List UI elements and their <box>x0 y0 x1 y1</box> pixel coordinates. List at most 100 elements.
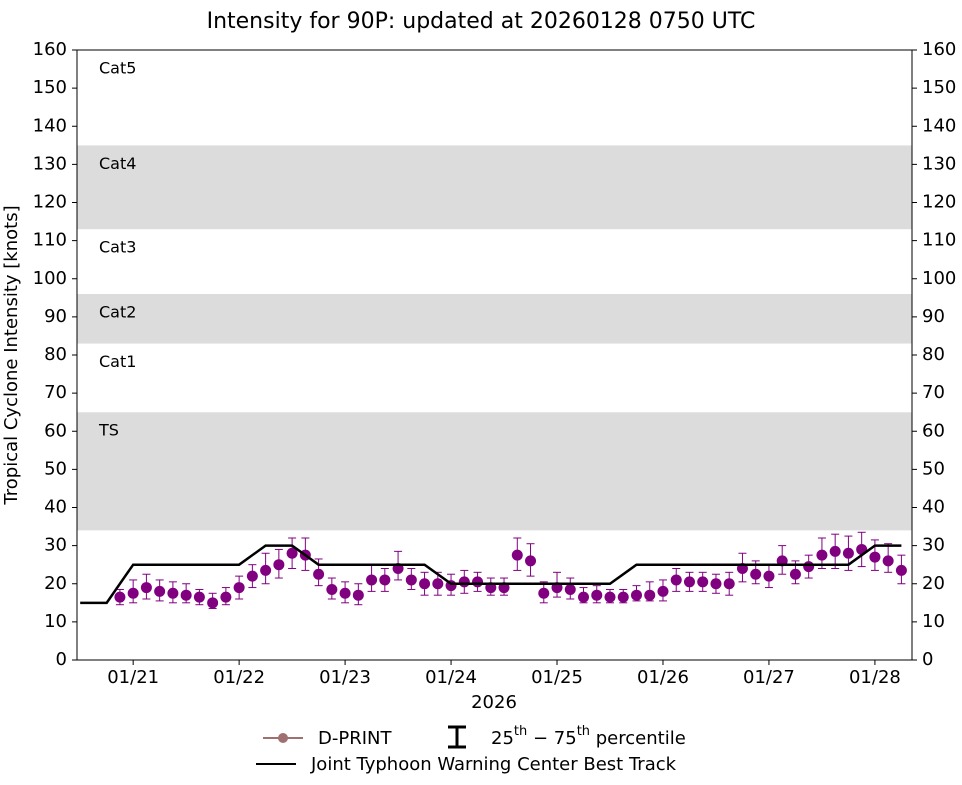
dprint-point <box>538 587 550 599</box>
intensity-band <box>77 50 912 146</box>
dprint-point <box>127 587 139 599</box>
dprint-point <box>405 574 417 586</box>
y2-tick-label: 150 <box>922 77 956 98</box>
dprint-point <box>644 589 656 601</box>
dprint-point <box>882 555 894 567</box>
band-label: Cat2 <box>99 303 136 322</box>
intensity-band <box>77 343 912 413</box>
dprint-point <box>140 582 152 594</box>
band-label: TS <box>98 421 119 440</box>
legend-percentile-part: − 75 <box>527 728 576 749</box>
legend-dprint-label: D-PRINT <box>318 728 392 749</box>
dprint-point <box>379 574 391 586</box>
dprint-point <box>352 589 364 601</box>
legend-percentile-label: 25th − 75th percentile <box>491 724 686 749</box>
y2-tick-label: 140 <box>922 115 956 136</box>
dprint-point <box>154 585 166 597</box>
y2-tick-label: 0 <box>922 649 933 670</box>
x-tick-label: 01/21 <box>107 667 159 688</box>
dprint-point <box>723 578 735 590</box>
y-axis-label: Tropical Cyclone Intensity [knots] <box>1 205 22 505</box>
y2-tick-label: 80 <box>922 344 945 365</box>
x-tick-label: 01/24 <box>425 667 477 688</box>
y-tick-label: 100 <box>33 268 67 289</box>
y-tick-label: 40 <box>44 497 67 518</box>
y2-tick-label: 40 <box>922 497 945 518</box>
band-label: Cat4 <box>99 154 136 173</box>
x-tick-label: 01/27 <box>743 667 795 688</box>
y-tick-label: 0 <box>56 649 67 670</box>
y-tick-label: 60 <box>44 420 67 441</box>
dprint-point <box>246 570 258 582</box>
dprint-point <box>697 576 709 588</box>
dprint-point <box>670 574 682 586</box>
legend-percentile-part: 25 <box>491 728 514 749</box>
dprint-point <box>286 547 298 559</box>
dprint-point <box>114 591 126 603</box>
x-axis-label: 2026 <box>471 692 517 713</box>
best-track-line <box>80 544 902 605</box>
y-tick-label: 70 <box>44 382 67 403</box>
legend-percentile-part: th <box>577 724 590 739</box>
dprint-point <box>419 578 431 590</box>
intensity-band <box>77 412 912 531</box>
dprint-point <box>511 549 523 561</box>
dprint-point <box>829 545 841 557</box>
dprint-point <box>564 583 576 595</box>
dprint-point <box>313 568 325 580</box>
y-tick-label: 120 <box>33 192 67 213</box>
dprint-point <box>710 578 722 590</box>
y2-tick-label: 60 <box>922 420 945 441</box>
legend-best-track-label: Joint Typhoon Warning Center Best Track <box>310 754 677 775</box>
intensity-band <box>77 294 912 344</box>
dprint-point <box>180 589 192 601</box>
dprint-point <box>617 591 629 603</box>
y-tick-label: 30 <box>44 535 67 556</box>
intensity-band <box>77 145 912 230</box>
x-tick-label: 01/25 <box>531 667 583 688</box>
y2-tick-label: 130 <box>922 153 956 174</box>
band-label: Cat1 <box>99 352 136 371</box>
intensity-band <box>77 229 912 294</box>
y-tick-label: 20 <box>44 573 67 594</box>
dprint-point <box>326 583 338 595</box>
dprint-point <box>591 589 603 601</box>
dprint-point <box>869 551 881 563</box>
dprint-point <box>816 549 828 561</box>
y2-tick-label: 160 <box>922 39 956 60</box>
y-tick-label: 140 <box>33 115 67 136</box>
dprint-point <box>260 564 272 576</box>
band-label: Cat3 <box>99 238 136 257</box>
dprint-point <box>750 568 762 580</box>
dprint-point <box>895 564 907 576</box>
dprint-point <box>233 582 245 594</box>
dprint-point <box>578 591 590 603</box>
x-tick-label: 01/28 <box>849 667 901 688</box>
dprint-point <box>207 597 219 609</box>
y-tick-label: 110 <box>33 230 67 251</box>
dprint-point <box>366 574 378 586</box>
dprint-point <box>657 585 669 597</box>
dprint-point <box>432 578 444 590</box>
dprint-point <box>472 576 484 588</box>
y2-tick-label: 30 <box>922 535 945 556</box>
dprint-point <box>193 591 205 603</box>
y2-tick-label: 20 <box>922 573 945 594</box>
y2-tick-label: 90 <box>922 306 945 327</box>
legend-dprint-marker <box>278 733 288 743</box>
y2-tick-label: 120 <box>922 192 956 213</box>
y-tick-label: 80 <box>44 344 67 365</box>
dprint-point <box>458 576 470 588</box>
legend-percentile-part: percentile <box>590 728 686 749</box>
band-label: Cat5 <box>99 59 136 78</box>
dprint-point <box>525 555 537 567</box>
y2-tick-label: 10 <box>922 611 945 632</box>
y2-tick-label: 50 <box>922 458 945 479</box>
dprint-point <box>604 591 616 603</box>
dprint-point <box>339 587 351 599</box>
y-tick-label: 160 <box>33 39 67 60</box>
y2-tick-label: 70 <box>922 382 945 403</box>
y-tick-label: 90 <box>44 306 67 327</box>
dprint-point <box>220 591 232 603</box>
dprint-point <box>630 589 642 601</box>
